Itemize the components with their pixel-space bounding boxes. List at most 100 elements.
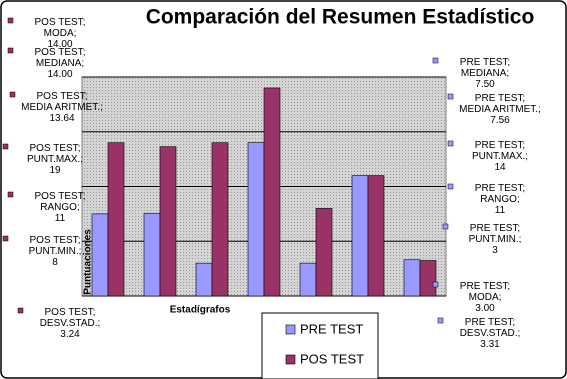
data-label-part: PRE TEST bbox=[460, 57, 509, 68]
data-label-part: ; bbox=[100, 102, 103, 113]
data-label-part: ; bbox=[83, 191, 86, 202]
label-marker bbox=[447, 93, 454, 100]
label-marker bbox=[7, 17, 14, 24]
data-label-part: PRE TEST bbox=[465, 317, 514, 328]
data-label: MEDIA ARITMET.; bbox=[459, 104, 541, 115]
data-label: 3.00 bbox=[475, 303, 495, 314]
data-label: 3.24 bbox=[60, 329, 80, 340]
label-marker bbox=[7, 191, 14, 198]
label-marker bbox=[17, 307, 24, 314]
data-label-part: POS TEST bbox=[35, 17, 84, 28]
data-label: PUNT.MAX.; bbox=[27, 154, 83, 165]
label-marker bbox=[9, 91, 16, 98]
data-label-part: 13.64 bbox=[49, 113, 74, 124]
data-label-part: 3.31 bbox=[480, 339, 500, 350]
data-label-part: RANGO bbox=[40, 202, 77, 213]
bar bbox=[351, 175, 369, 297]
data-label-part: 8 bbox=[52, 257, 58, 268]
data-label-part: ; bbox=[506, 68, 509, 79]
bar bbox=[143, 212, 161, 297]
data-label-part: MEDIANA bbox=[461, 68, 507, 79]
data-label-part: ; bbox=[517, 194, 520, 205]
data-label-part: POS TEST bbox=[37, 91, 86, 102]
data-label-part: DESV.STAD. bbox=[40, 318, 98, 329]
data-label: PRE TEST; bbox=[475, 140, 525, 151]
data-label: PRE TEST; bbox=[475, 183, 525, 194]
bar bbox=[315, 208, 333, 297]
data-label-part: ; bbox=[80, 154, 83, 165]
data-label-part: RANGO bbox=[480, 194, 517, 205]
data-label-part: 14 bbox=[494, 162, 506, 173]
data-label: 14.00 bbox=[47, 69, 72, 80]
data-label-part: PUNT.MIN. bbox=[469, 234, 519, 245]
chart-title: Comparación del Resumen Estadístico bbox=[146, 6, 535, 29]
data-label: PRE TEST; bbox=[470, 223, 520, 234]
data-label-part: ; bbox=[78, 143, 81, 154]
bar bbox=[367, 175, 385, 297]
data-label-part: 7.56 bbox=[490, 115, 510, 126]
data-label: 7.56 bbox=[490, 115, 510, 126]
bar bbox=[91, 213, 109, 297]
data-label-part: MEDIANA bbox=[36, 58, 82, 69]
label-marker bbox=[437, 317, 444, 324]
bar bbox=[195, 262, 213, 297]
data-label-part: DESV.STAD. bbox=[460, 328, 518, 339]
bar bbox=[211, 142, 229, 297]
data-label: 7.50 bbox=[475, 79, 495, 90]
data-label: POS TEST; bbox=[30, 143, 81, 154]
data-label: MODA; bbox=[469, 292, 502, 303]
data-label: POS TEST; bbox=[35, 47, 86, 58]
data-label-part: ; bbox=[512, 317, 515, 328]
data-label-part: PRE TEST bbox=[475, 93, 524, 104]
data-label-part: ; bbox=[81, 58, 84, 69]
data-label-part: ; bbox=[83, 17, 86, 28]
data-label: PUNT.MAX.; bbox=[472, 151, 528, 162]
data-label-part: ; bbox=[525, 151, 528, 162]
data-label: POS TEST; bbox=[35, 17, 86, 28]
bar bbox=[263, 87, 281, 297]
data-label-part: ; bbox=[499, 292, 502, 303]
data-label-part: ; bbox=[538, 104, 541, 115]
data-label: 3.31 bbox=[480, 339, 500, 350]
data-label-part: 3 bbox=[492, 245, 498, 256]
data-label: PUNT.MIN.; bbox=[469, 234, 522, 245]
data-label-part: ; bbox=[507, 281, 510, 292]
data-label: POS TEST; bbox=[30, 235, 81, 246]
data-label-part: MEDIA ARITMET. bbox=[459, 104, 538, 115]
data-label: 13.64 bbox=[49, 113, 74, 124]
bar bbox=[247, 142, 265, 297]
data-label-part: ; bbox=[78, 235, 81, 246]
legend bbox=[261, 312, 379, 379]
data-label-part: ; bbox=[522, 183, 525, 194]
data-label-part: ; bbox=[93, 307, 96, 318]
bar bbox=[419, 260, 437, 297]
data-label-part: ; bbox=[77, 202, 80, 213]
data-label-part: POS TEST bbox=[45, 307, 94, 318]
data-label: PRE TEST; bbox=[460, 281, 510, 292]
data-label: MEDIA ARITMET.; bbox=[21, 102, 103, 113]
data-label-part: 19 bbox=[49, 165, 61, 176]
label-marker bbox=[432, 57, 439, 64]
data-label-part: PRE TEST bbox=[470, 223, 519, 234]
data-label: POS TEST; bbox=[45, 307, 96, 318]
label-marker bbox=[432, 281, 439, 288]
data-label: 11 bbox=[495, 205, 506, 216]
data-label-part: PRE TEST bbox=[475, 183, 524, 194]
data-label: PUNT.MIN.; bbox=[29, 246, 82, 257]
data-label-part: PUNT.MIN. bbox=[29, 246, 79, 257]
data-label-part: 11 bbox=[55, 213, 66, 224]
legend-swatch bbox=[285, 354, 296, 365]
legend-label: POS TEST bbox=[300, 351, 364, 366]
data-label: 8 bbox=[52, 257, 58, 268]
bar bbox=[299, 262, 317, 297]
data-label: POS TEST; bbox=[37, 91, 88, 102]
data-label-part: MODA bbox=[469, 292, 499, 303]
data-label-part: MODA bbox=[44, 28, 74, 39]
data-label: RANGO; bbox=[40, 202, 79, 213]
data-label-part: 7.50 bbox=[475, 79, 495, 90]
label-marker bbox=[2, 143, 9, 150]
data-label: 3 bbox=[492, 245, 498, 256]
data-label-part: ; bbox=[522, 140, 525, 151]
data-label-part: ; bbox=[522, 93, 525, 104]
